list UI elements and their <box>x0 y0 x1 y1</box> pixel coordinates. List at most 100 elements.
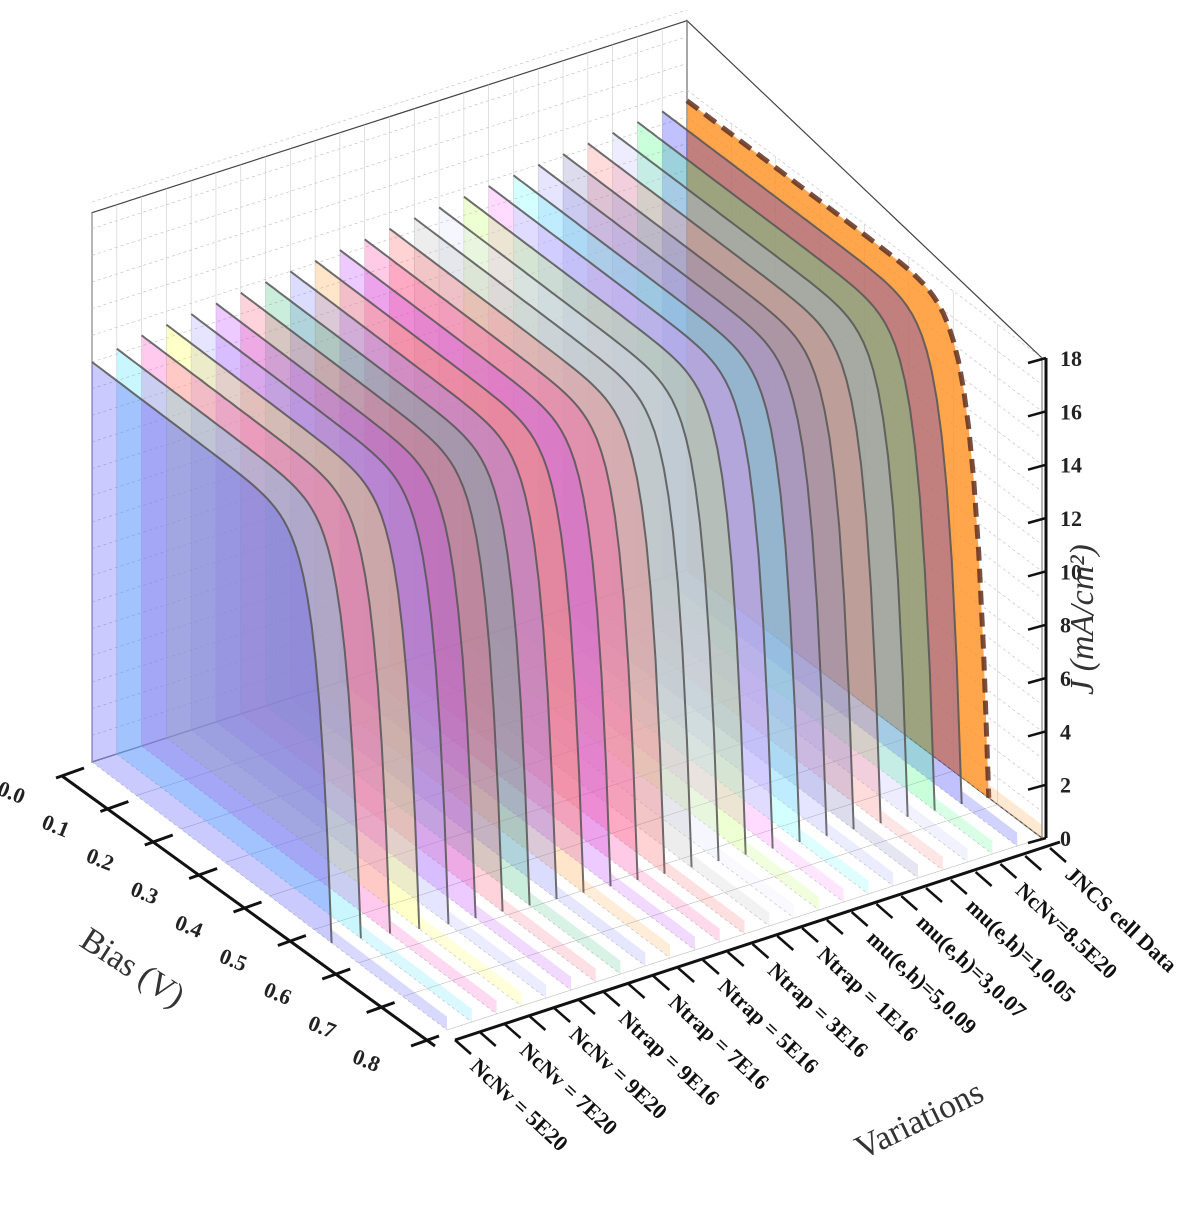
series-floor <box>637 866 720 942</box>
series-floor <box>664 860 745 934</box>
series-floor <box>583 879 671 958</box>
y-tick <box>726 951 745 967</box>
z-tick <box>1027 570 1047 578</box>
floor-gridline <box>91 569 688 763</box>
x-tick-label: 0.8 <box>349 1043 384 1076</box>
z-tick <box>1027 516 1047 525</box>
series-curve <box>339 249 612 887</box>
z-tick-label: 2 <box>1060 773 1071 798</box>
series-curve <box>685 98 992 798</box>
y-tick <box>503 1023 522 1039</box>
z-tick-label: 6 <box>1060 666 1071 691</box>
series-curve <box>116 347 362 939</box>
series-floor <box>934 797 993 854</box>
series-curve <box>264 281 531 906</box>
x-tick-label: 0.5 <box>216 943 251 976</box>
series-sheet <box>216 303 476 918</box>
x-axis-title: Bias (V) <box>74 921 192 1015</box>
series-sheet <box>513 175 800 843</box>
series-curve <box>165 323 421 930</box>
floor-gridline <box>402 804 998 997</box>
floor-gridline <box>313 737 909 930</box>
series-sheet <box>414 218 692 868</box>
z-tick-label: 16 <box>1060 399 1082 424</box>
floor-gridline <box>358 770 954 964</box>
floor-gridline <box>446 837 1043 1031</box>
y-tick <box>801 927 819 943</box>
series-curve <box>140 334 392 934</box>
series-curve <box>611 131 909 817</box>
x-tick <box>366 1001 396 1014</box>
x-tick-label: 0.2 <box>83 842 118 875</box>
series-sheet <box>166 324 420 929</box>
z-tick <box>1027 463 1047 471</box>
series-floor <box>475 904 571 990</box>
z-tick-label: 0 <box>1060 826 1071 851</box>
series-curve <box>289 270 558 900</box>
series-floor <box>691 854 770 926</box>
y-tick <box>1049 847 1067 863</box>
y-tick <box>776 935 795 951</box>
y-tick <box>826 919 844 935</box>
series-sheet <box>290 271 557 899</box>
series-curve <box>91 361 333 943</box>
series-curve <box>413 217 693 868</box>
y-tick <box>652 975 671 991</box>
z-tick-label: 8 <box>1060 613 1071 638</box>
x-tick <box>321 967 351 981</box>
series-floor <box>331 929 447 1030</box>
series-curve <box>314 259 585 893</box>
series-curve <box>215 302 477 919</box>
series-floor <box>390 920 497 1014</box>
x-tick <box>55 766 85 780</box>
series-curve <box>636 121 936 811</box>
series-curve <box>537 163 828 836</box>
series-floor <box>610 873 695 950</box>
series-floor <box>907 803 968 862</box>
y-tick <box>702 959 720 975</box>
floor-gridline <box>180 636 776 830</box>
series-floor <box>360 924 472 1022</box>
series-floor <box>961 790 1018 846</box>
series-floor <box>772 835 844 902</box>
series-sheet <box>364 239 638 881</box>
y-tick-label: JNCS cell Data <box>1061 861 1177 977</box>
series-curve <box>512 174 801 843</box>
y-tick <box>478 1031 497 1047</box>
x-tick-label: 0.7 <box>305 1010 340 1043</box>
series-floor <box>853 816 918 878</box>
series-curve <box>438 206 720 862</box>
y-tick <box>974 871 993 887</box>
series-sheet <box>563 154 854 830</box>
z-tick <box>1027 623 1047 631</box>
x-axis-line <box>61 774 436 1048</box>
z-tick-label: 12 <box>1060 506 1082 531</box>
z-axis-title: J (mA/cm²) <box>1064 544 1101 695</box>
floor-gridline <box>225 670 821 863</box>
series-curve <box>364 238 639 881</box>
series-floor <box>988 784 1042 838</box>
x-tick <box>232 900 263 914</box>
series-sheet <box>538 164 827 836</box>
series-sheet <box>463 196 746 855</box>
floor-gridline <box>136 603 732 796</box>
series-curve <box>190 313 450 925</box>
floor-gridline <box>269 703 865 897</box>
z-tick <box>1027 730 1047 738</box>
series-floor <box>880 809 943 870</box>
series-curve <box>488 185 774 849</box>
series-sheet <box>439 207 719 862</box>
x-tick <box>188 867 218 880</box>
series-sheets <box>91 98 1042 1030</box>
y-axis-title: Variations <box>849 1074 989 1168</box>
series-floor <box>419 915 522 1006</box>
series-sheet <box>339 250 611 887</box>
z-tick-label: 10 <box>1060 559 1082 584</box>
series-sheet <box>587 143 881 824</box>
y-tick <box>602 991 621 1007</box>
series-floor <box>745 841 819 910</box>
y-axis-line <box>454 840 1061 1042</box>
series-curve <box>562 153 855 830</box>
series-floor <box>529 892 621 974</box>
